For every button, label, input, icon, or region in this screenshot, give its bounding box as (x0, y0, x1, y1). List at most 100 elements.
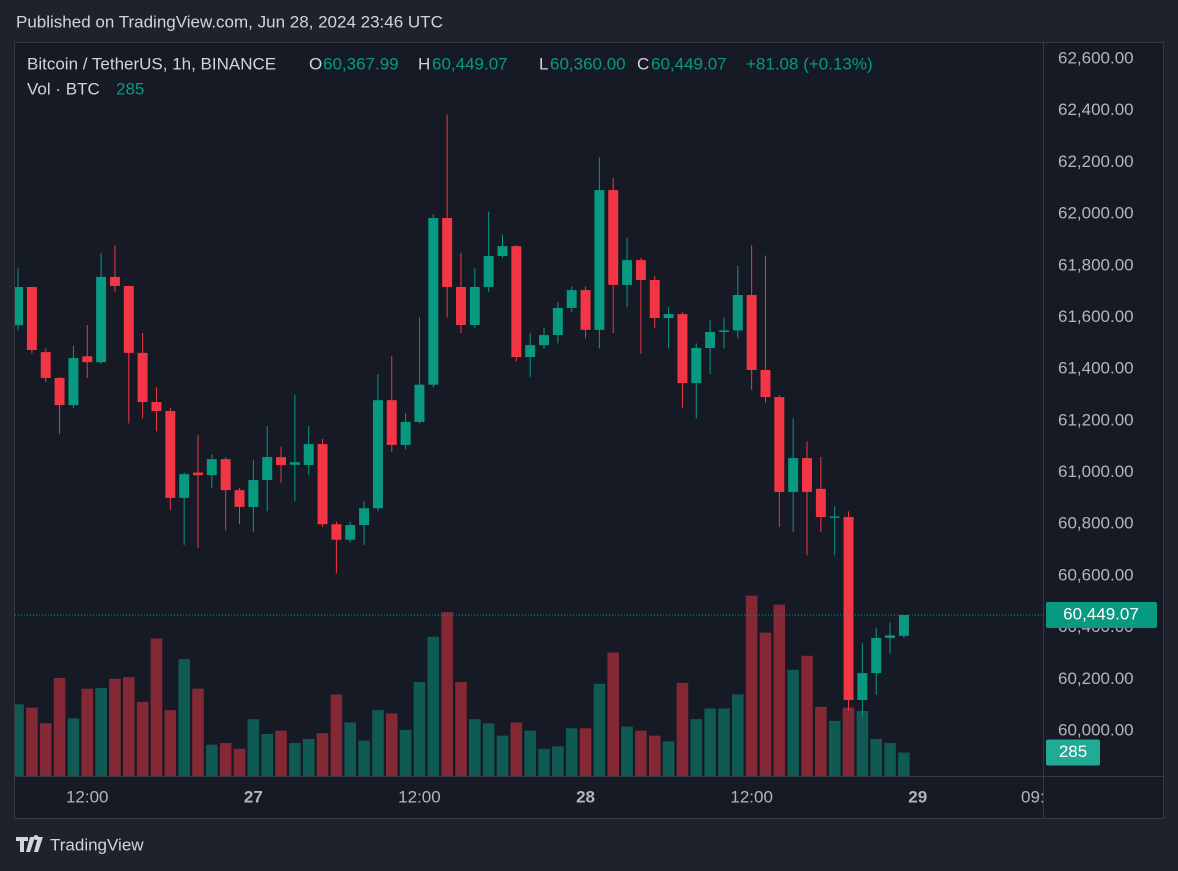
candle-body (179, 474, 190, 498)
volume-bar (898, 752, 910, 776)
y-tick-label: 61,600.00 (1058, 307, 1134, 326)
volume-bar (81, 688, 94, 776)
volume-bar (399, 729, 412, 776)
candle-body (677, 314, 688, 384)
volume-bar (455, 682, 467, 776)
candle-body (317, 444, 328, 525)
volume-bar (635, 730, 647, 776)
candle-body (871, 637, 882, 674)
volume-bar (801, 655, 813, 776)
volume-bar (413, 682, 426, 776)
volume-bar (26, 707, 38, 776)
volume-bar (745, 595, 758, 776)
x-tick-label: 09:00 (1021, 787, 1064, 806)
volume-bar (648, 735, 661, 776)
candle-body (109, 276, 120, 286)
volume-bar (469, 719, 481, 776)
candle-body (303, 444, 314, 466)
volume-bar (496, 735, 509, 776)
volume-bar (316, 733, 329, 776)
candle-body (248, 480, 259, 507)
volume-bar (192, 688, 204, 776)
volume-bar (524, 730, 536, 776)
low-label: L (539, 54, 548, 73)
x-tick-label: 12:00 (398, 787, 441, 806)
high-label: H (418, 54, 430, 73)
candle-body (206, 459, 217, 476)
volume-bar (704, 708, 716, 776)
y-tick-label: 60,000.00 (1058, 721, 1134, 740)
y-tick-label: 62,200.00 (1058, 152, 1134, 171)
candle-body (539, 335, 550, 346)
candle-body (608, 190, 619, 285)
candle-body (96, 276, 107, 363)
volume-bar (690, 719, 703, 776)
volume-bar (219, 743, 232, 776)
high-value: 60,449.07 (432, 54, 508, 73)
candle-body (802, 458, 812, 492)
candle-body (594, 190, 605, 330)
candle-body (788, 458, 799, 492)
candle-body (885, 635, 896, 638)
last-volume-box (1046, 739, 1100, 766)
x-tick-label: 12:00 (730, 787, 773, 806)
volume-bar (482, 723, 495, 776)
volume-bar (732, 694, 744, 776)
candle-body (774, 397, 785, 492)
candle-body (234, 490, 245, 507)
volume-pane (15, 595, 910, 776)
volume-bar (53, 677, 66, 776)
candle-body (428, 217, 439, 385)
y-tick-label: 61,800.00 (1058, 255, 1134, 274)
volume-bar (759, 632, 772, 776)
x-tick-label: 12:00 (66, 787, 109, 806)
candle-body (15, 286, 24, 326)
volume-bar (607, 652, 620, 776)
volume-bar (261, 733, 273, 776)
price-axis: 60,000.0060,200.0060,400.0060,600.0060,8… (1046, 49, 1157, 766)
candle-body (276, 457, 287, 466)
volume-bar (150, 638, 163, 776)
volume-value: 285 (116, 79, 144, 98)
change-value: +81.08 (+0.13%) (746, 54, 873, 73)
candle-body (649, 280, 660, 319)
candle-body (732, 295, 743, 331)
volume-bar (842, 707, 855, 776)
volume-bar (552, 746, 564, 776)
volume-bar (109, 678, 121, 776)
candle-body (718, 330, 729, 332)
candle-body (469, 286, 480, 325)
volume-bar (773, 604, 786, 776)
last-price-label: 60,449.07 (1063, 604, 1139, 623)
candle-body (635, 260, 646, 281)
y-tick-label: 62,600.00 (1058, 49, 1134, 68)
candle-body (400, 421, 411, 445)
logo-mark (16, 835, 43, 852)
volume-bar (662, 741, 675, 776)
volume-bar (122, 677, 135, 776)
candle-body (497, 246, 508, 256)
volume-bar (579, 728, 592, 776)
volume-bar (358, 740, 370, 776)
candle-body (123, 285, 134, 353)
candle-body (442, 217, 453, 287)
candle-body (359, 508, 370, 526)
y-tick-label: 61,400.00 (1058, 359, 1134, 378)
candle-body (705, 331, 716, 348)
candle-body (193, 472, 203, 476)
candle-body (137, 352, 148, 403)
candle-body (414, 384, 425, 422)
candle-body (511, 246, 522, 358)
volume-bar (621, 726, 633, 776)
volume-bar (178, 659, 190, 776)
volume-bar (372, 710, 384, 776)
candle-pane (15, 114, 1043, 716)
candle-body (843, 517, 854, 701)
candle-body (760, 369, 771, 398)
volume-bar (565, 728, 578, 776)
candle-body (746, 295, 757, 370)
candle-body (622, 260, 633, 285)
y-tick-label: 61,200.00 (1058, 410, 1134, 429)
volume-bar (884, 743, 896, 776)
